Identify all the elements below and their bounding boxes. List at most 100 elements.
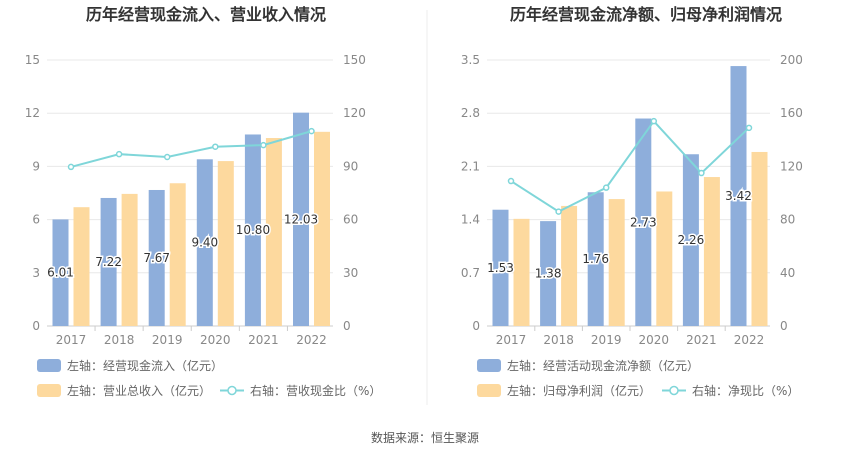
line-point (507, 177, 515, 185)
left-tick-label: 9 (32, 159, 40, 173)
right-tick-label: 120 (343, 106, 366, 120)
bar-right-series (703, 177, 720, 326)
bar-left-series (730, 66, 747, 326)
left-tick-label: 6 (32, 213, 40, 227)
bar-data-label: 6.01 (47, 266, 74, 280)
bar-left-series (635, 118, 652, 327)
bar-data-label: 7.67 (143, 251, 170, 265)
bar-left-series (540, 221, 557, 326)
line-point (650, 117, 658, 125)
right-tick-label: 40 (780, 266, 795, 280)
x-tick-label: 2018 (104, 333, 135, 347)
chart-title: 历年经营现金流入、营业收入情况 (86, 5, 326, 24)
x-tick-label: 2022 (296, 333, 327, 347)
bar-data-label: 1.53 (487, 261, 514, 275)
bar-left-series (682, 154, 699, 326)
line-point (67, 163, 75, 171)
right-tick-label: 0 (343, 319, 351, 333)
x-tick-label: 2021 (248, 333, 279, 347)
right-tick-label: 0 (780, 319, 788, 333)
legend-label: 左轴：营业总收入（亿元） (67, 383, 211, 398)
line-series (510, 119, 750, 213)
bar-data-label: 2.26 (678, 233, 705, 247)
line-point (698, 169, 705, 177)
left-tick-label: 0 (32, 319, 40, 333)
right-tick-label: 60 (343, 213, 358, 227)
x-tick-label: 2019 (591, 333, 622, 347)
bar-left-series (100, 197, 117, 326)
legend-swatch-line-marker (227, 385, 237, 396)
bar-data-label: 12.03 (284, 212, 318, 226)
bar-left-series (196, 159, 213, 326)
right-tick-label: 80 (780, 213, 795, 227)
legend-label: 右轴：净现比（%） (692, 383, 799, 398)
legend-swatch-bar-left (37, 359, 61, 372)
bar-data-label: 7.22 (95, 255, 122, 269)
right-tick-label: 200 (780, 53, 803, 67)
line-series (70, 130, 312, 168)
bar-left-series (148, 189, 165, 326)
line-point (163, 153, 171, 161)
right-tick-label: 90 (343, 159, 358, 173)
bar-right-series (73, 207, 90, 326)
left-tick-label: 0 (472, 319, 480, 333)
chart-right-panel: 历年经营现金流净额、归母净利润情况 0 0 0.7 40 1.4 80 2.1 120 2.8 16… (461, 5, 803, 398)
line-point (115, 150, 123, 158)
left-tick-label: 3.5 (461, 53, 480, 67)
bar-left-series (52, 219, 69, 326)
left-tick-label: 12 (25, 106, 40, 120)
bar-data-label: 1.76 (582, 252, 609, 266)
bar-right-series (121, 193, 138, 326)
legend-swatch-line-marker (669, 385, 679, 396)
x-tick-label: 2020 (639, 333, 670, 347)
left-tick-label: 15 (25, 53, 40, 67)
line-point (212, 143, 219, 150)
x-tick-label: 2018 (543, 333, 574, 347)
x-tick-label: 2017 (496, 333, 527, 347)
bar-right-series (217, 161, 234, 326)
left-tick-label: 2.8 (461, 106, 480, 120)
bar-left-series (492, 209, 509, 326)
chart-left-panel: 历年经营现金流入、营业收入情况 0 0 3 30 6 60 9 90 12 120 15 150 2017… (25, 5, 382, 398)
right-tick-label: 160 (780, 106, 803, 120)
bar-right-series (314, 131, 330, 326)
bar-right-series (656, 191, 673, 326)
legend-swatch-bar-right (37, 384, 61, 397)
bar-data-label: 2.73 (630, 215, 657, 229)
right-tick-label: 120 (780, 159, 803, 173)
line-point (745, 124, 753, 132)
x-tick-label: 2021 (686, 333, 717, 347)
x-tick-label: 2017 (56, 333, 87, 347)
bar-data-label: 1.38 (535, 267, 562, 281)
left-tick-label: 3 (32, 266, 40, 280)
legend-swatch-bar-left (477, 359, 501, 372)
bar-left-series (244, 134, 261, 326)
left-tick-label: 1.4 (461, 213, 480, 227)
x-tick-label: 2020 (200, 333, 231, 347)
line-point (602, 184, 610, 191)
left-tick-label: 2.1 (461, 159, 480, 173)
bar-right-series (169, 183, 186, 326)
bar-right-series (513, 218, 530, 326)
bar-right-series (561, 205, 578, 326)
left-tick-label: 0.7 (461, 266, 480, 280)
bar-right-series (608, 199, 625, 326)
bar-left-series (587, 192, 604, 326)
bar-right-series (751, 151, 768, 326)
bar-data-label: 9.40 (191, 236, 218, 250)
bar-right-series (265, 138, 282, 326)
bar-data-label: 3.42 (725, 189, 752, 203)
legend-label: 左轴：经营现金流入（亿元） (67, 358, 223, 373)
right-tick-label: 30 (343, 266, 358, 280)
chart-title: 历年经营现金流净额、归母净利润情况 (510, 5, 782, 24)
bar-data-label: 10.80 (236, 223, 270, 237)
legend-swatch-bar-right (477, 384, 501, 397)
x-tick-label: 2022 (734, 333, 765, 347)
right-tick-label: 150 (343, 53, 366, 67)
line-point (260, 141, 267, 149)
line-point (555, 208, 562, 215)
line-point (308, 127, 315, 135)
source-text: 数据来源：恒生聚源 (371, 430, 479, 445)
legend-label: 左轴：经营活动现金流净额（亿元） (507, 358, 699, 373)
